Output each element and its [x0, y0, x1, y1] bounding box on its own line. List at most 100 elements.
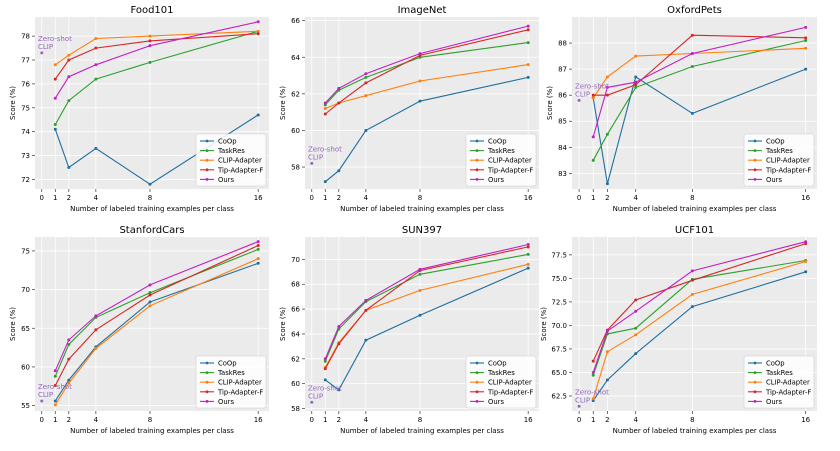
legend-label: CLIP-Adapter	[218, 157, 262, 165]
legend-box	[195, 133, 267, 187]
data-point	[634, 80, 638, 84]
data-point	[804, 46, 808, 50]
x-axis-label: Number of labeled training examples per …	[70, 205, 234, 213]
zero-shot-label: Zero-shot	[575, 388, 609, 396]
y-tick-label: 77.5	[551, 251, 567, 259]
data-point	[804, 36, 808, 40]
y-axis-label: Score (%)	[546, 86, 554, 120]
zero-shot-point	[40, 399, 44, 403]
zero-shot-label: CLIP	[575, 90, 590, 98]
legend-label: CLIP-Adapter	[488, 379, 532, 387]
legend-marker	[753, 390, 757, 394]
data-point	[148, 34, 152, 38]
data-point	[364, 81, 368, 85]
chart-title: SUN397	[402, 225, 442, 236]
data-point	[690, 305, 694, 309]
x-axis-label: Number of labeled training examples per …	[340, 205, 504, 213]
data-point	[148, 283, 152, 287]
legend-marker	[205, 168, 209, 172]
x-tick-label: 16	[801, 194, 810, 202]
legend-box	[465, 133, 537, 187]
data-point	[690, 269, 694, 273]
data-point	[591, 370, 595, 374]
data-point	[634, 75, 638, 79]
legend-label: CLIP-Adapter	[766, 157, 810, 165]
x-tick-label: 1	[591, 416, 595, 424]
y-tick-label: 72	[21, 176, 30, 184]
x-tick-label: 0	[577, 416, 581, 424]
x-tick-label: 16	[524, 416, 533, 424]
y-tick-label: 67.5	[551, 345, 567, 353]
y-tick-label: 76	[21, 80, 30, 88]
y-axis-label: Score (%)	[279, 86, 287, 120]
y-tick-label: 75.0	[551, 275, 567, 283]
y-axis-label: Score (%)	[9, 307, 17, 341]
data-point	[148, 182, 152, 186]
y-tick-label: 85	[558, 118, 567, 126]
legend-box	[465, 355, 537, 409]
y-tick-label: 60	[291, 127, 300, 135]
zero-shot-point	[577, 404, 581, 408]
data-point	[690, 51, 694, 55]
x-tick-label: 0	[40, 416, 44, 424]
data-point	[256, 20, 260, 24]
data-point	[53, 127, 57, 131]
legend-marker	[205, 371, 209, 374]
y-tick-label: 83	[558, 170, 567, 178]
x-tick-label: 1	[323, 416, 327, 424]
x-tick-label: 8	[148, 416, 152, 424]
data-point	[256, 261, 260, 265]
data-point	[94, 77, 98, 81]
chart-title: ImageNet	[398, 5, 447, 16]
legend-box	[743, 133, 815, 187]
x-tick-label: 2	[337, 416, 341, 424]
legend-marker	[475, 149, 479, 153]
legend-marker	[753, 168, 757, 172]
data-point	[94, 346, 98, 350]
data-point	[690, 111, 694, 115]
data-point	[94, 37, 98, 40]
data-point	[323, 367, 327, 371]
data-point	[418, 288, 422, 292]
legend-label: Ours	[488, 176, 504, 184]
x-tick-label: 1	[53, 194, 57, 202]
data-point	[605, 378, 609, 382]
data-point	[804, 67, 808, 71]
data-point	[804, 240, 808, 244]
y-tick-label: 62.5	[551, 392, 567, 400]
zero-shot-label: CLIP	[38, 43, 53, 51]
legend-marker	[753, 361, 757, 365]
x-tick-label: 16	[801, 416, 810, 424]
legend-label: TaskRes	[765, 369, 793, 377]
data-point	[53, 77, 57, 81]
legend-label: CoOp	[488, 360, 507, 368]
zero-shot-label: Zero-shot	[38, 383, 72, 391]
zero-shot-point	[40, 51, 44, 55]
data-point	[526, 245, 530, 249]
x-tick-label: 0	[310, 416, 314, 424]
data-point	[591, 96, 595, 100]
data-point	[53, 383, 57, 387]
data-point	[67, 378, 71, 382]
data-point	[605, 132, 609, 136]
x-tick-label: 2	[605, 194, 609, 202]
legend-marker	[475, 400, 479, 403]
data-point	[53, 399, 57, 403]
data-point	[53, 96, 57, 100]
data-point	[418, 267, 422, 271]
y-tick-label: 74	[21, 128, 30, 136]
chart-panel-imagenet: ImageNet 0 1 2 4 8 16 Number of labeled trainin…	[279, 5, 539, 213]
x-tick-label: 0	[577, 194, 581, 202]
data-point	[634, 309, 638, 313]
x-tick-label: 1	[323, 194, 327, 202]
y-tick-label: 65.0	[551, 369, 567, 377]
y-tick-label: 70	[21, 286, 30, 294]
data-point	[67, 338, 71, 342]
y-tick-label: 78	[21, 33, 30, 41]
data-point	[634, 298, 638, 302]
legend-marker	[753, 371, 757, 374]
x-tick-label: 8	[690, 194, 694, 202]
